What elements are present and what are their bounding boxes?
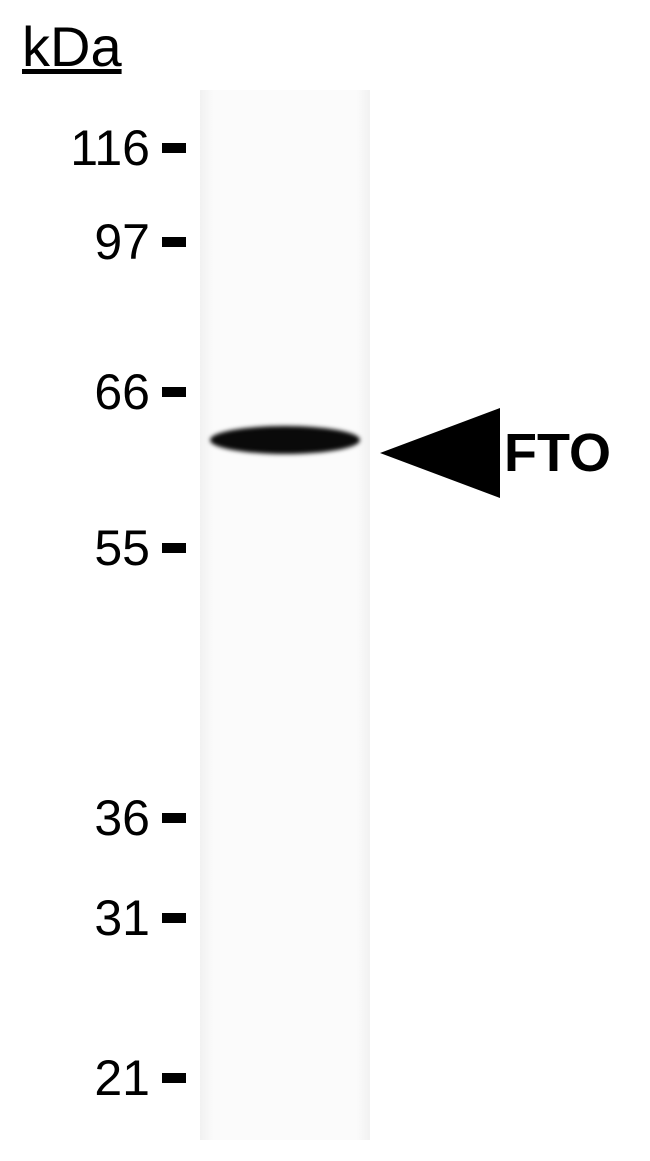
marker-label: 97	[94, 213, 150, 271]
marker-label: 66	[94, 363, 150, 421]
marker-label: 55	[94, 519, 150, 577]
marker-tick	[162, 813, 186, 823]
unit-header: kDa	[22, 14, 122, 79]
blot-lane	[200, 90, 370, 1140]
marker-tick	[162, 1073, 186, 1083]
marker-label: 31	[94, 889, 150, 947]
band-label: FTO	[504, 422, 611, 484]
protein-band-fto	[210, 426, 360, 454]
marker-label: 116	[70, 119, 150, 177]
marker-label: 21	[94, 1049, 150, 1107]
marker-tick	[162, 543, 186, 553]
marker-tick	[162, 237, 186, 247]
marker-tick	[162, 387, 186, 397]
marker-label: 36	[94, 789, 150, 847]
marker-tick	[162, 913, 186, 923]
arrow-left-icon	[380, 408, 500, 498]
marker-tick	[162, 143, 186, 153]
band-pointer: FTO	[380, 408, 611, 498]
